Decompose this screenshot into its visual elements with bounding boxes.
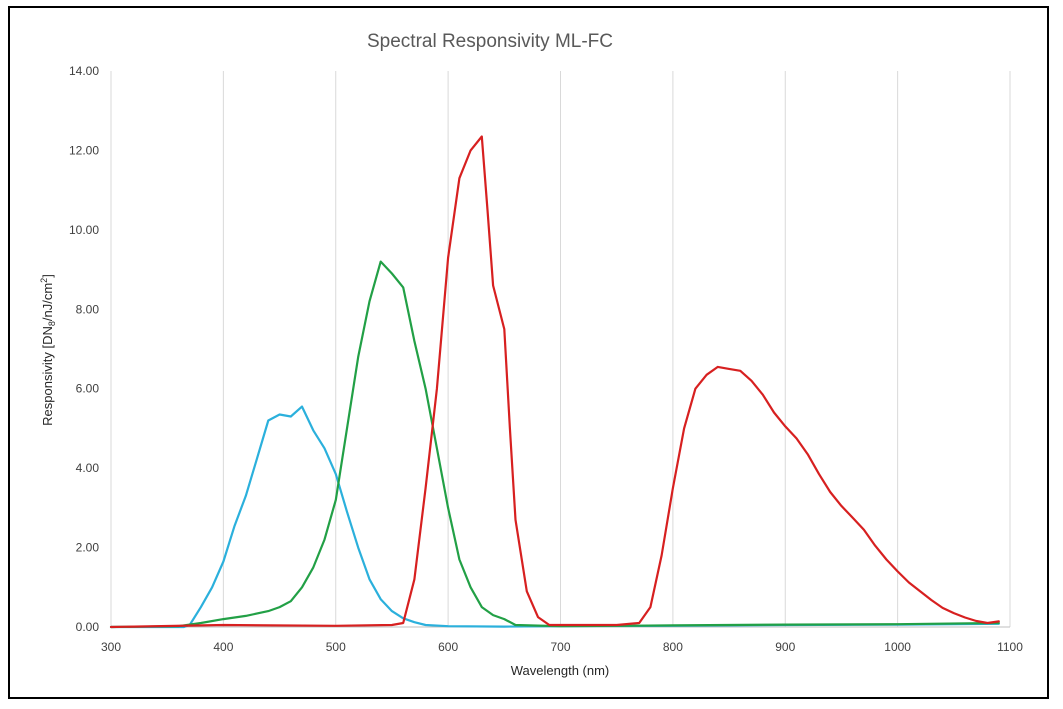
y-tick-label-4: 8.00 [76,302,100,316]
y-tick-label-3: 6.00 [76,382,100,396]
x-tick-label-6: 900 [775,640,795,654]
series-lines [109,135,1000,629]
series-line-0 [109,405,1000,629]
y-tick-label-6: 12.00 [69,143,99,157]
y-tick-labels: 0.00 2.00 4.00 6.00 8.00 10.00 12.00 14.00 [69,64,99,634]
x-tick-label-7: 1000 [884,640,911,654]
y-tick-label-2: 4.00 [76,461,100,475]
x-tick-label-0: 300 [101,640,121,654]
x-tick-label-4: 700 [550,640,570,654]
x-tick-labels: 300 400 500 600 700 800 900 1000 1100 [101,640,1023,654]
series-line-1 [109,260,1000,629]
y-tick-label-7: 14.00 [69,64,99,78]
y-axis-label-pre: Responsivity [DN [40,326,55,426]
y-tick-label-5: 10.00 [69,223,99,237]
series-line-2 [109,135,1000,629]
chart-frame [8,6,1049,699]
y-axis-label-sub: 8 [47,321,57,326]
y-axis-label-post: ] [40,274,55,278]
x-axis-label: Wavelength (nm) [511,663,610,678]
gridlines [110,71,1011,628]
y-axis-label-sup: 2 [39,278,49,283]
y-axis-label-mid: /nJ/cm [40,283,55,321]
y-tick-label-0: 0.00 [76,620,100,634]
x-tick-label-5: 800 [663,640,683,654]
x-tick-label-2: 500 [326,640,346,654]
chart-title: Spectral Responsivity ML-FC [367,31,613,52]
x-tick-label-3: 600 [438,640,458,654]
x-tick-label-8: 1100 [997,640,1023,654]
y-tick-label-1: 2.00 [76,541,100,555]
y-axis-label: Responsivity [DN8/nJ/cm2] [39,274,57,426]
x-tick-label-1: 400 [213,640,233,654]
